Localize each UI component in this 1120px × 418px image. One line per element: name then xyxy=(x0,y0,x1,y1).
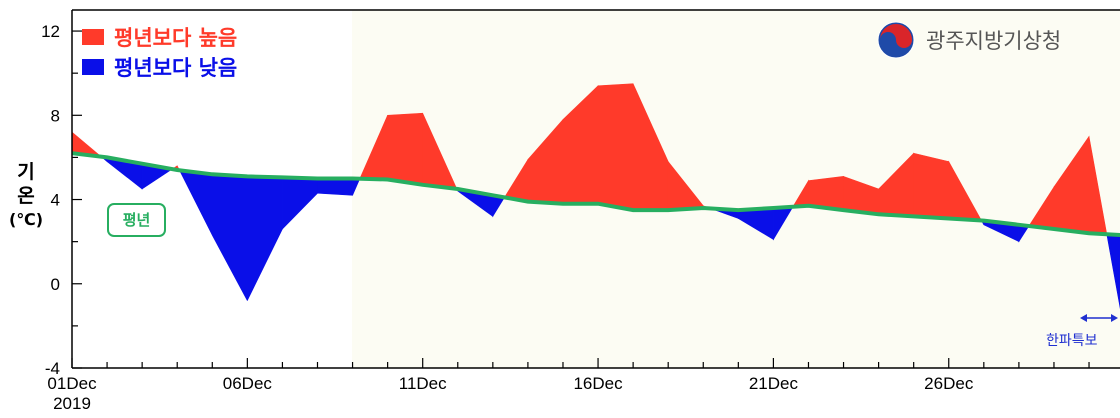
above-normal-area-24-0 xyxy=(913,152,950,219)
above-normal-area-15-0 xyxy=(597,83,634,211)
y-tick-label: 12 xyxy=(41,22,60,41)
legend-item-above: 평년보다 높음 xyxy=(82,22,237,52)
x-tick-label: 06Dec xyxy=(223,374,273,393)
legend: 평년보다 높음 평년보다 낮음 xyxy=(82,22,237,82)
x-tick-label: 21Dec xyxy=(749,374,799,393)
coldwave-arrow xyxy=(1080,314,1118,322)
x-tick-label: 16Dec xyxy=(573,374,623,393)
x-tick-label: 11Dec xyxy=(399,374,447,393)
above-normal-area-9-0 xyxy=(387,112,424,186)
legend-swatch-below xyxy=(82,59,104,75)
y-tick-label: 8 xyxy=(51,106,60,125)
kma-taegeuk-logo-icon xyxy=(877,21,915,59)
legend-label-above: 평년보다 높음 xyxy=(114,26,238,50)
y-tick-label: 0 xyxy=(51,275,60,294)
legend-swatch-above xyxy=(82,29,104,45)
y-axis-label-unit: (℃) xyxy=(9,210,43,229)
legend-item-below: 평년보다 낮음 xyxy=(82,52,237,82)
normal-line-callout-text: 평년 xyxy=(122,211,151,229)
normal-line-callout: 평년 xyxy=(107,203,166,237)
y-axis-label-line-2: 온 xyxy=(17,185,35,207)
below-normal-area-7-0 xyxy=(317,178,353,196)
x-tick-label: 01Dec xyxy=(47,374,97,393)
y-axis-label-line-1: 기 xyxy=(17,161,35,183)
legend-label-below: 평년보다 낮음 xyxy=(114,56,238,80)
y-tick-label: -4 xyxy=(45,359,60,378)
x-tick-label: 26Dec xyxy=(924,374,974,393)
agency-logo: 광주지방기상청 xyxy=(876,20,1061,60)
agency-name: 광주지방기상청 xyxy=(926,29,1062,53)
y-tick-label: 4 xyxy=(51,191,60,210)
plot-background-cream xyxy=(352,10,1120,368)
x-tick-sublabel: 2019 xyxy=(53,394,91,413)
normal-temperature-line xyxy=(71,151,1120,238)
coldwave-label: 한파특보 xyxy=(1046,333,1098,349)
y-axis-label: 기 온 (℃) xyxy=(4,160,48,232)
